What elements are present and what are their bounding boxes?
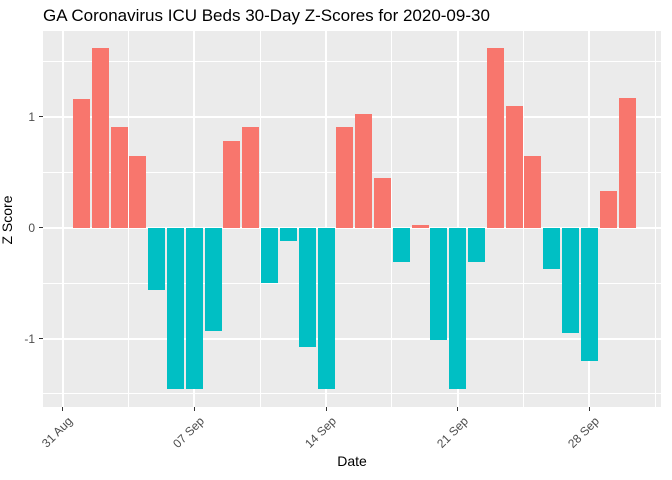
bar-16-sep xyxy=(355,113,373,228)
x-tick-label: 21 Sep xyxy=(433,414,471,451)
bar-18-sep xyxy=(392,227,410,263)
gridline-v-major xyxy=(456,31,459,407)
x-tick-label: 28 Sep xyxy=(565,414,603,451)
bar-11-sep xyxy=(261,227,279,284)
x-tick xyxy=(62,407,64,411)
x-tick-label: 07 Sep xyxy=(170,414,208,451)
x-axis-title: Date xyxy=(337,453,367,469)
bar-15-sep xyxy=(336,126,354,228)
y-tick xyxy=(39,338,43,339)
x-tick-label: 14 Sep xyxy=(302,414,339,451)
bar-06-sep xyxy=(167,227,185,390)
bar-23-sep xyxy=(486,48,504,228)
y-tick xyxy=(39,116,43,118)
bar-12-sep xyxy=(279,227,297,241)
gridline-v-major xyxy=(61,31,64,407)
gridline-h-minor xyxy=(43,282,661,284)
bar-26-sep xyxy=(543,227,561,269)
bar-03-sep xyxy=(110,126,128,228)
bar-30-sep xyxy=(618,98,636,228)
gridline-v-minor xyxy=(259,31,261,407)
gridline-v-major xyxy=(193,31,196,407)
x-tick xyxy=(325,407,327,411)
bar-02-sep xyxy=(91,48,109,228)
y-tick-label: 0 xyxy=(28,220,35,235)
bar-04-sep xyxy=(129,155,147,228)
bar-13-sep xyxy=(298,227,316,348)
chart-title: GA Coronavirus ICU Beds 30-Day Z-Scores … xyxy=(43,6,490,25)
y-tick-label: -1 xyxy=(24,331,35,346)
bar-19-sep xyxy=(411,225,429,228)
gridline-h-minor xyxy=(43,393,661,395)
x-tick xyxy=(193,407,195,411)
gridline-v-minor xyxy=(128,31,130,407)
x-tick xyxy=(457,407,459,411)
y-tick xyxy=(39,227,43,229)
bar-25-sep xyxy=(524,155,542,228)
bar-14-sep xyxy=(317,227,335,390)
bar-10-sep xyxy=(242,126,260,228)
gridline-v-major xyxy=(325,31,328,407)
bar-08-sep xyxy=(204,227,222,331)
bar-09-sep xyxy=(223,141,241,228)
gridline-v-major xyxy=(588,31,591,407)
bar-28-sep xyxy=(580,227,598,361)
bar-07-sep xyxy=(185,227,203,390)
bar-24-sep xyxy=(505,105,523,228)
bar-01-sep xyxy=(73,99,90,228)
bar-17-sep xyxy=(373,177,391,228)
gridline-v-minor xyxy=(523,31,525,407)
x-tick-label: 31 Aug xyxy=(39,414,76,451)
bar-20-sep xyxy=(430,227,448,340)
bar-05-sep xyxy=(148,227,166,290)
bar-29-sep xyxy=(599,191,617,228)
y-tick-label: 1 xyxy=(28,109,35,124)
y-axis-title: Z Score xyxy=(0,195,15,245)
bar-22-sep xyxy=(468,227,486,263)
plot-panel xyxy=(43,31,661,407)
bar-27-sep xyxy=(562,227,580,333)
gridline-v-minor xyxy=(391,31,393,407)
gridline-h-major xyxy=(43,226,661,229)
gridline-h-major xyxy=(43,337,661,340)
gridline-h-minor xyxy=(43,61,661,62)
gridline-v-minor xyxy=(654,31,656,407)
bar-21-sep xyxy=(449,227,467,390)
x-tick xyxy=(588,407,590,411)
gridline-h-major xyxy=(43,115,661,118)
